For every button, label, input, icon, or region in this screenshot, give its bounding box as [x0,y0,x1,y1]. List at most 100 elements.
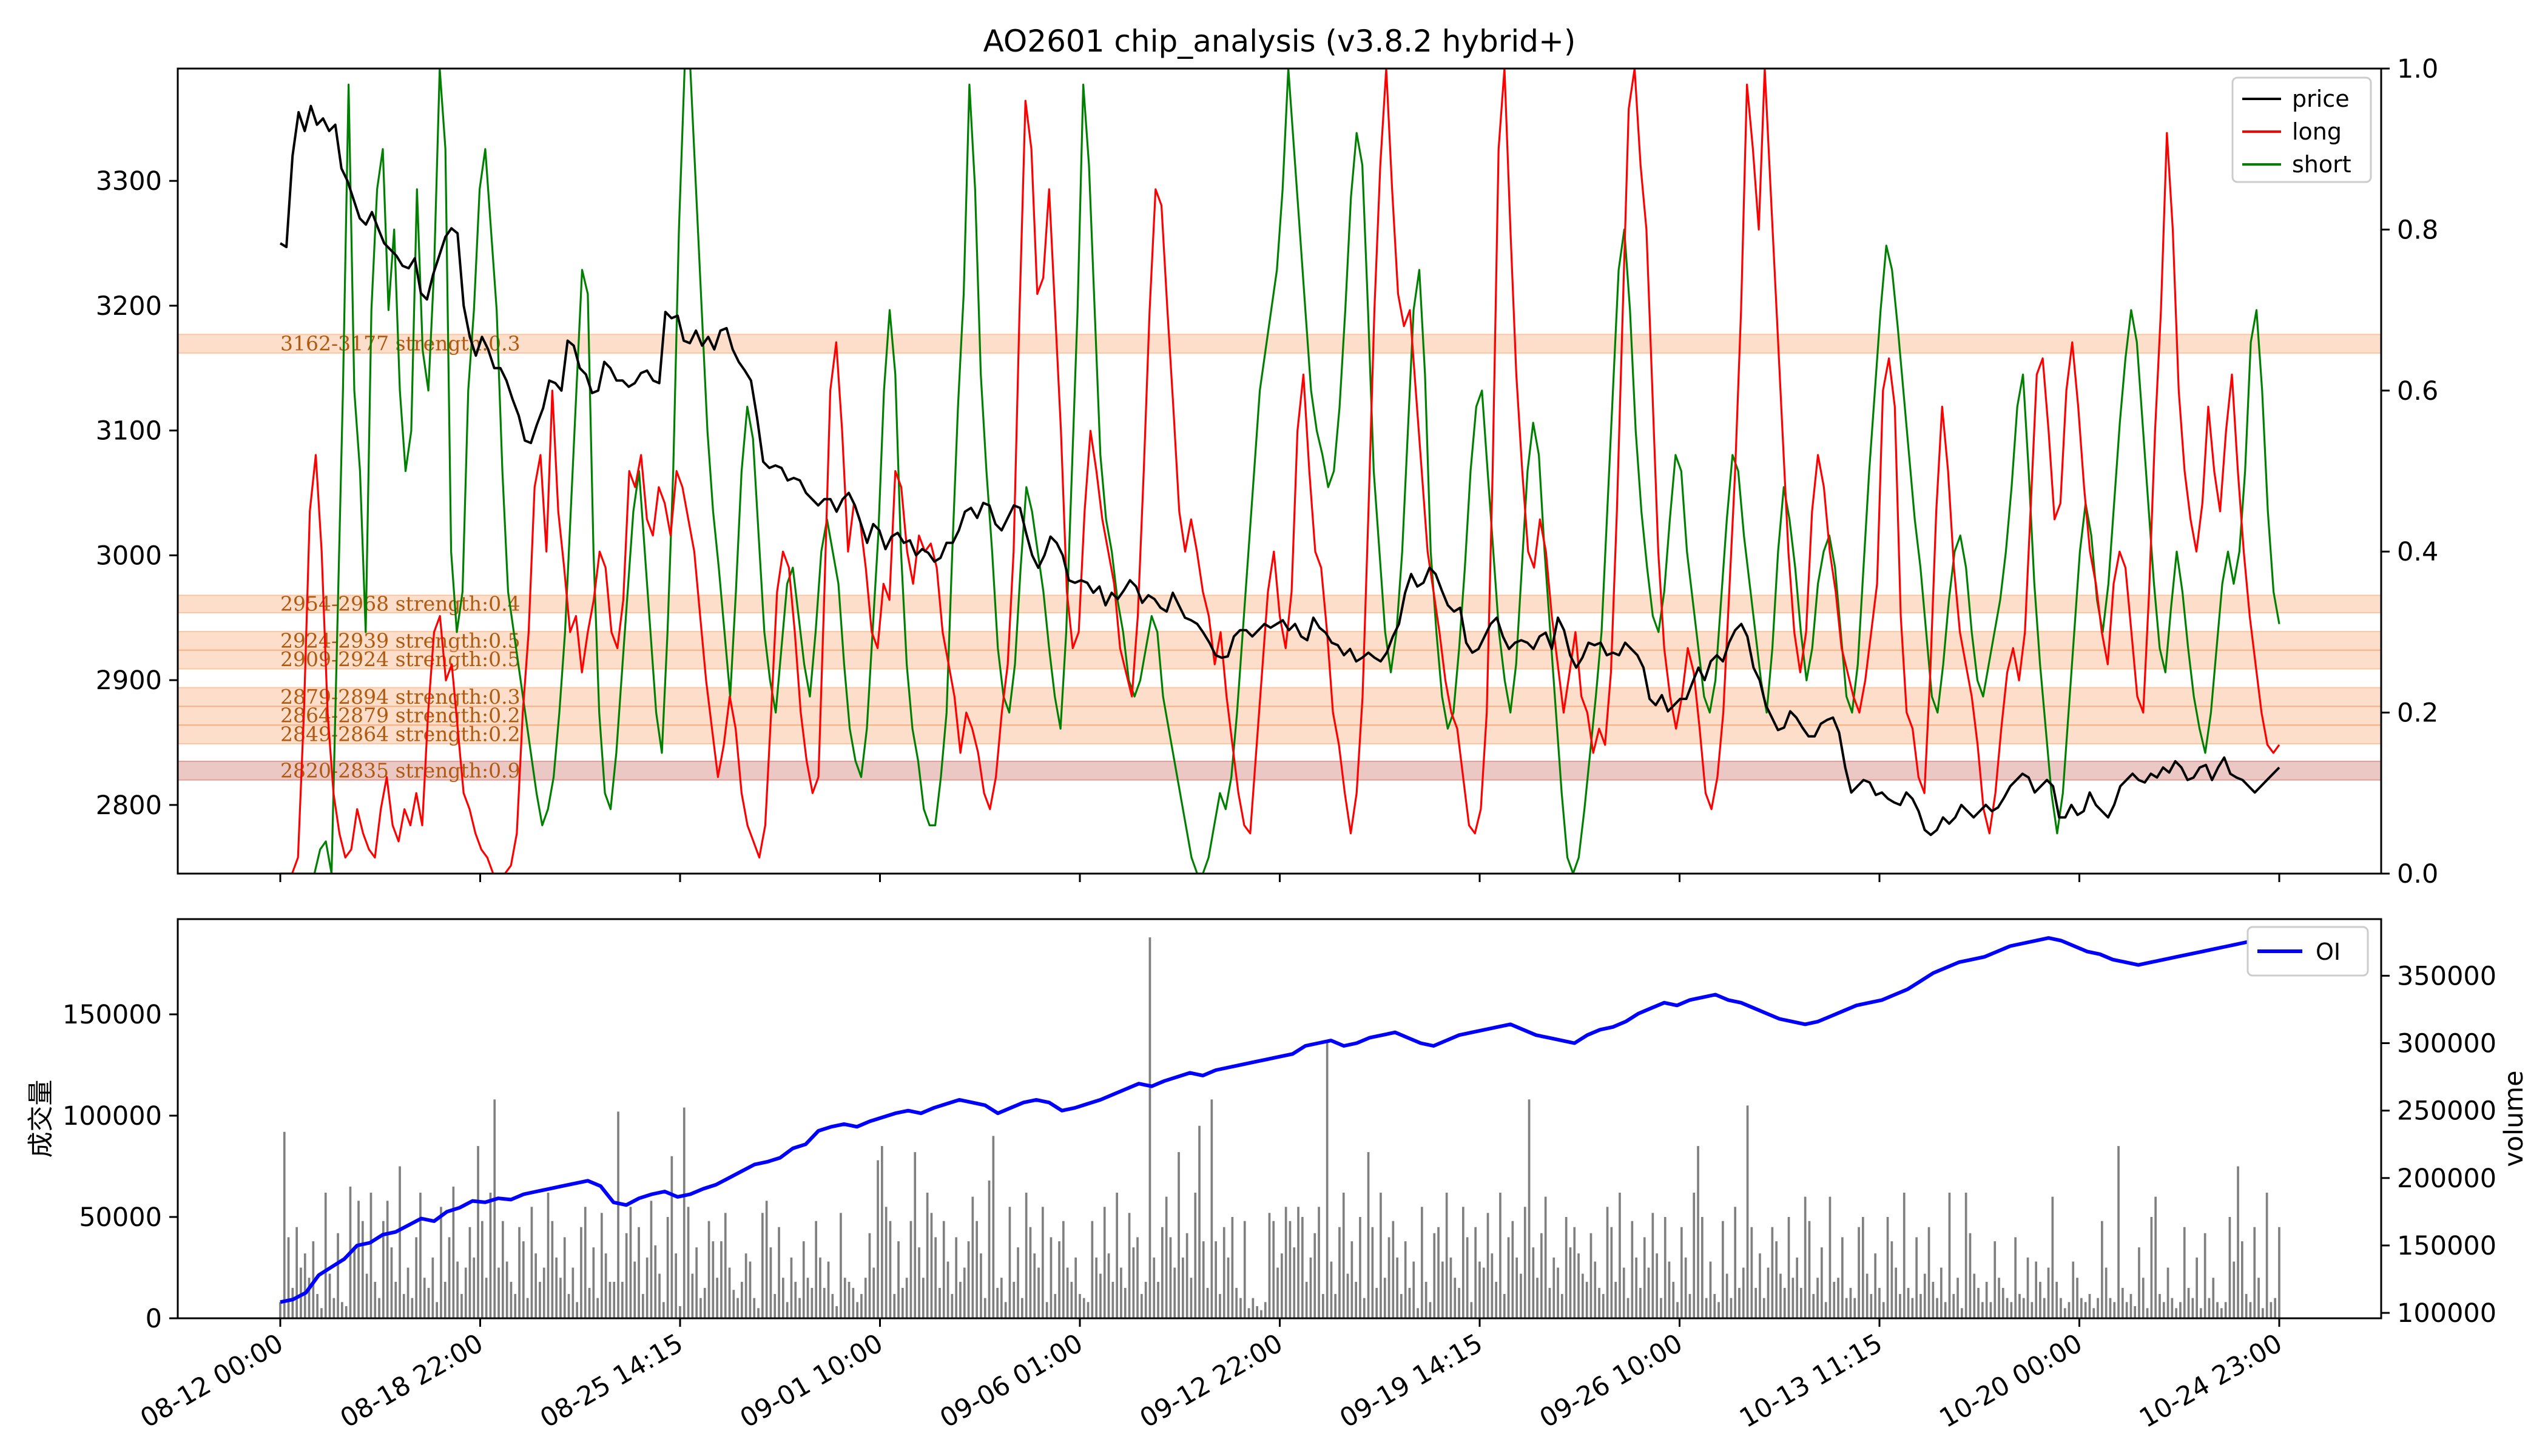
volume-bar [1404,1241,1407,1318]
volume-bar [2055,1281,2058,1318]
volume-bar [555,1257,558,1318]
volume-bar [2101,1221,2103,1318]
volume-bar [1858,1227,1860,1318]
volume-bar [1499,1192,1502,1318]
volume-bar [1000,1278,1003,1318]
volume-bar [902,1287,904,1318]
volume-bar [1569,1247,1572,1318]
volume-bar [819,1257,821,1318]
volume-bar [1589,1233,1592,1318]
volume-bar [1651,1213,1654,1318]
volume-bar [889,1221,892,1318]
volume-bar [337,1233,339,1318]
volume-bar [1293,1247,1296,1318]
volume-bar [1713,1293,1716,1318]
volume-bar [1054,1293,1057,1318]
volume-bar [774,1293,777,1318]
volume-bar [1742,1267,1745,1318]
support-zone-label: 2954-2968 strength:0.4 [280,592,521,616]
volume-bar [1528,1099,1531,1318]
oi-series [280,933,2280,1304]
bottom-axis-ticks: 0 50000 100000 150000 100000 150000 200000 2500… [26,961,2529,1334]
volume-bar [1565,1217,1568,1318]
volume-bar [567,1293,570,1318]
volume-bar [374,1281,377,1318]
volume-bar [1952,1293,1955,1318]
volume-bar [505,1261,508,1318]
volume-bar [2159,1293,2161,1318]
series-line-long [280,69,2280,874]
volume-bar [1029,1227,1032,1318]
volume-bar [601,1213,603,1318]
x-tick-label: 08-12 00:00 [135,1328,288,1434]
volume-bar [320,1308,323,1318]
x-tick-label: 09-19 14:15 [1335,1328,1488,1434]
volume-bar [1239,1298,1242,1318]
volume-bar [2150,1217,2153,1318]
volume-bar [1387,1237,1390,1318]
volume-bar [1157,1281,1159,1318]
volume-bar [1585,1281,1588,1318]
volume-bar [1486,1213,1489,1318]
volume-bar [2212,1278,2215,1318]
volume-bar [534,1253,537,1318]
volume-bar [1458,1287,1460,1318]
volume-bar [1008,1207,1011,1318]
volume-bar [1136,1237,1139,1318]
volume-bar [2196,1257,2198,1318]
volume-bar [1511,1221,1514,1318]
volume-bar [1219,1293,1221,1318]
volume-bar [341,1302,343,1318]
volume-bar [638,1227,640,1318]
volume-bar [1342,1192,1345,1318]
volume-bar [2084,1302,2087,1318]
volume-bar [1771,1227,1774,1318]
volume-bar [2063,1308,2066,1318]
volume-bar [1396,1257,1398,1318]
volume-bar [1429,1302,1432,1318]
volume-bar [1272,1221,1275,1318]
volume-bar [2278,1227,2280,1318]
volume-bar [744,1253,747,1318]
volume-bar [1284,1207,1287,1318]
volume-bar [1874,1253,1876,1318]
right-y-tick-label: 300000 [2397,1029,2496,1059]
support-zone-band [177,687,2382,707]
volume-bar [1717,1302,1720,1318]
volume-bar [369,1192,372,1318]
volume-bar [2043,1298,2046,1318]
volume-bar [942,1221,945,1318]
volume-bar [2249,1302,2252,1318]
volume-bar [2183,1227,2186,1318]
right-y-tick-label: 350000 [2397,961,2496,991]
left-y-tick-label: 100000 [62,1101,162,1131]
volume-bar [967,1241,970,1318]
volume-bar [877,1160,879,1318]
oi-line [280,933,2280,1304]
volume-bar [2010,1302,2013,1318]
volume-bar [1796,1257,1798,1318]
volume-bar [939,1287,941,1318]
volume-bar [399,1166,401,1318]
volume-bar [2105,1267,2108,1318]
volume-bar [1833,1281,1836,1318]
volume-bar [980,1253,982,1318]
volume-bar [1322,1293,1324,1318]
volume-bar [2076,1278,2078,1318]
volume-bar [440,1207,442,1318]
volume-bar [2051,1196,2054,1318]
volume-bar [881,1146,883,1318]
volume-bar [1256,1306,1258,1318]
volume-bar [864,1278,867,1318]
volume-bar [1111,1281,1114,1318]
volume-bar [1392,1221,1395,1318]
volume-bar [2125,1302,2128,1318]
volume-bar [1886,1217,1889,1318]
x-tick-label: 10-24 23:00 [2134,1328,2287,1434]
left-y-tick-label: 3200 [96,291,162,322]
volume-bar [741,1281,743,1318]
volume-bars [279,937,2280,1318]
series-line-price [279,104,2280,837]
right-y-tick-label: 1.0 [2397,54,2438,84]
volume-bar [971,1196,974,1318]
